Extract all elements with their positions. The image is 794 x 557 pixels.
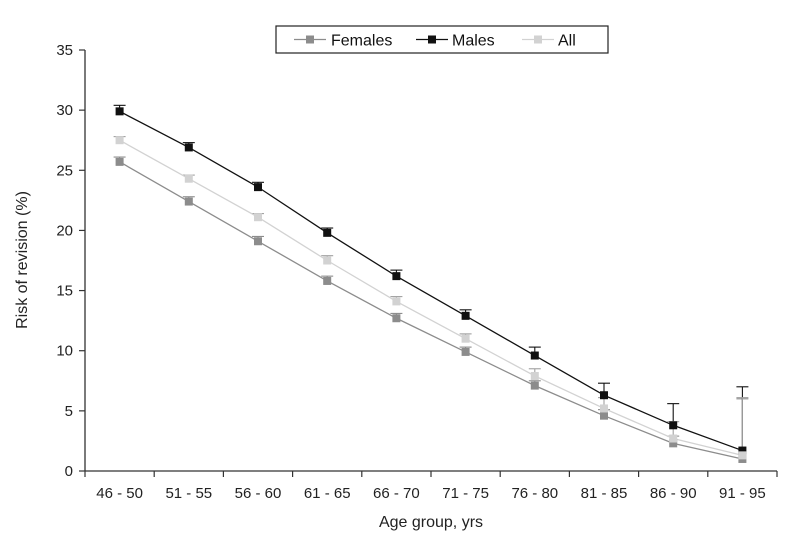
y-tick-label: 10	[56, 343, 73, 360]
males-point	[461, 311, 470, 320]
all-point	[184, 174, 193, 183]
males-point	[669, 421, 678, 430]
x-tick-label: 46 - 50	[96, 485, 143, 502]
all-point	[254, 213, 262, 222]
legend-females-marker	[306, 35, 314, 44]
all-point	[600, 404, 608, 413]
females-point	[323, 276, 332, 285]
all-point	[115, 136, 124, 145]
series-lines	[119, 110, 743, 460]
females-point	[184, 197, 193, 206]
all-point	[461, 334, 470, 343]
legend-females-label: Females	[331, 33, 392, 50]
x-tick-label: 51 - 55	[165, 485, 212, 502]
x-tick-label: 71 - 75	[442, 485, 489, 502]
females-point	[669, 439, 678, 448]
legend-items: Females Males All	[294, 33, 576, 50]
females-point	[461, 347, 470, 356]
series-markers	[115, 107, 747, 463]
legend-males-marker	[428, 35, 436, 44]
x-tick-label: 76 - 80	[511, 485, 558, 502]
all-line	[119, 139, 743, 456]
y-ticks: 0 5 10 15 20 25 30 35	[56, 42, 85, 480]
y-tick-label: 30	[56, 102, 73, 119]
x-tick-label: 66 - 70	[373, 485, 420, 502]
legend-all-label: All	[558, 33, 576, 50]
legend-males-label: Males	[452, 33, 495, 50]
y-tick-label: 0	[65, 463, 73, 480]
females-point	[115, 157, 124, 166]
x-tick-label: 91 - 95	[719, 485, 766, 502]
all-point	[323, 256, 332, 265]
all-point	[392, 297, 401, 306]
y-tick-label: 5	[65, 403, 73, 420]
all-point	[669, 434, 678, 443]
females-point	[254, 237, 262, 246]
males-line	[119, 110, 743, 452]
y-tick-label: 35	[56, 42, 73, 59]
males-point	[115, 107, 124, 116]
males-point	[184, 143, 193, 152]
x-tick-label: 56 - 60	[235, 485, 282, 502]
males-point	[392, 272, 401, 281]
y-tick-label: 25	[56, 162, 73, 179]
males-point	[530, 351, 539, 360]
y-axis-title: Risk of revision (%)	[14, 191, 31, 329]
males-point	[254, 183, 262, 192]
legend-all-marker	[534, 35, 542, 44]
x-axis-title: Age group, yrs	[379, 514, 483, 531]
females-point	[530, 381, 539, 390]
legend: Females Males All	[275, 25, 609, 54]
x-tick-label: 61 - 65	[304, 485, 351, 502]
all-point	[530, 371, 539, 380]
all-point	[738, 451, 747, 460]
males-point	[600, 391, 608, 400]
males-point	[323, 228, 332, 237]
x-ticks: 46 - 50 51 - 55 56 - 60 61 - 65 66 - 70 71 - …	[84, 471, 778, 502]
females-point	[392, 314, 401, 323]
y-tick-label: 20	[56, 222, 73, 239]
x-tick-label: 81 - 85	[581, 485, 628, 502]
females-line	[119, 161, 743, 460]
males-point	[738, 446, 747, 455]
y-tick-label: 15	[56, 283, 73, 300]
females-point	[600, 411, 608, 420]
x-tick-label: 86 - 90	[650, 485, 697, 502]
